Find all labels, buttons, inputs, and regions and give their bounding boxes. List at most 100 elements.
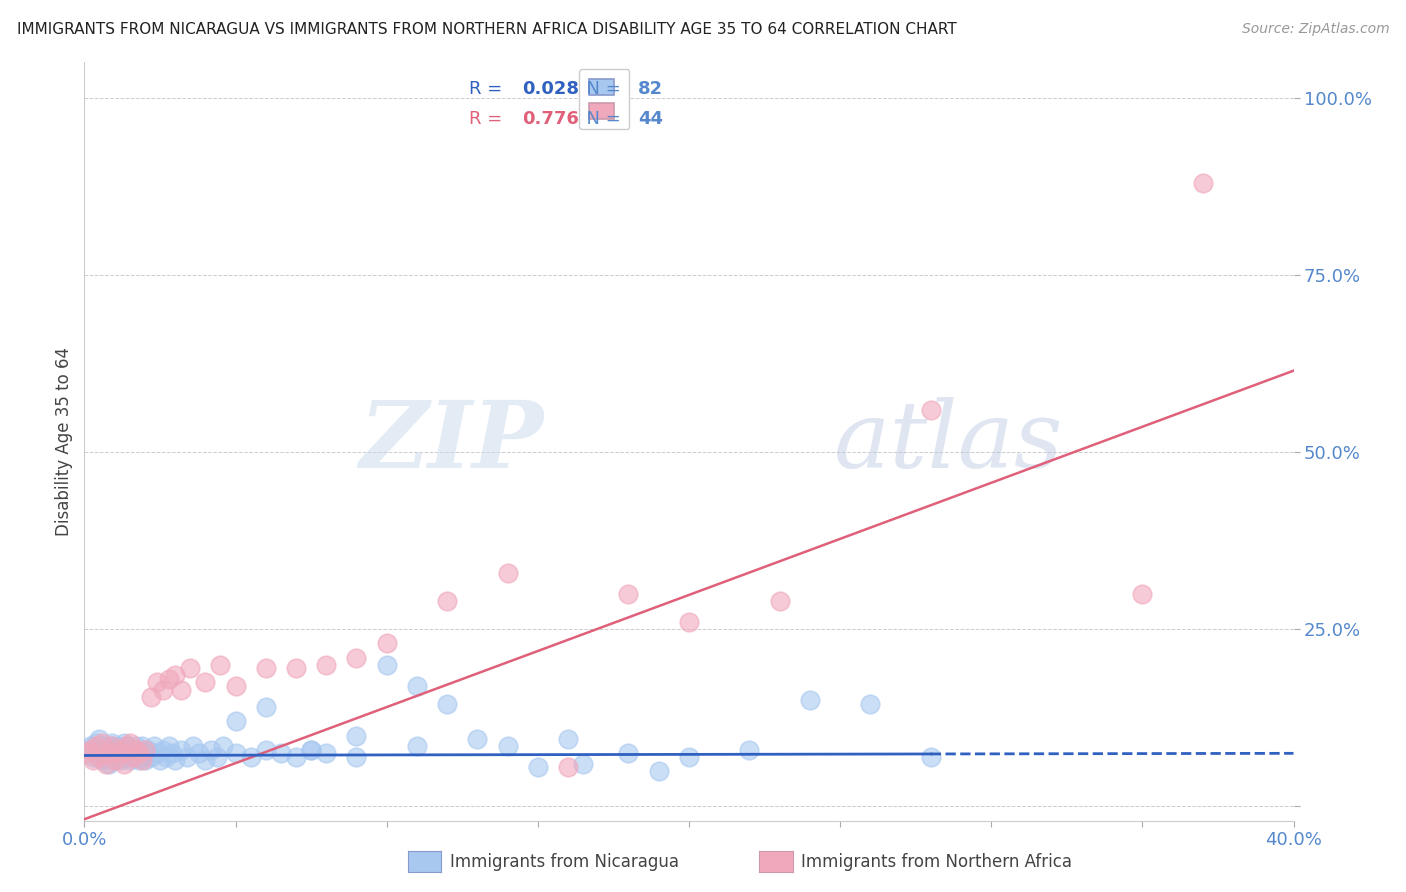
Point [115,739,138,754]
Point [134,753,156,767]
Point [194,675,217,690]
Point [436,697,458,711]
Point [254,743,277,757]
Point [557,732,579,747]
Point [678,750,700,764]
Point [118,747,141,761]
Point [128,747,150,761]
Point [346,729,368,743]
Point [146,675,169,690]
Point [149,753,172,767]
Point [157,672,180,686]
Point [107,743,129,757]
Point [76,747,98,761]
Legend: , : , [579,70,630,128]
Point [738,743,761,757]
Point [97,747,120,761]
Point [181,739,204,754]
Point [176,750,198,764]
Point [527,760,550,774]
Point [617,587,640,601]
Point [107,750,129,764]
Point [270,747,292,761]
Point [107,739,129,754]
Point [142,739,165,754]
Point [136,743,159,757]
Point [678,615,700,630]
Point [146,747,169,761]
Point [97,747,120,761]
Text: ZIP: ZIP [360,397,544,486]
Point [89,732,111,747]
Point [170,743,193,757]
Point [207,750,229,764]
Point [170,682,193,697]
Point [920,750,942,764]
Point [110,747,132,761]
Point [160,747,183,761]
Point [299,743,322,757]
Text: Source: ZipAtlas.com: Source: ZipAtlas.com [1241,22,1389,37]
Point [1192,176,1215,190]
Point [406,679,429,693]
Point [859,697,882,711]
Point [134,747,156,761]
Point [194,753,217,767]
Point [104,743,127,757]
Point [110,747,132,761]
Text: N =: N = [575,110,627,128]
Point [157,739,180,754]
Point [115,739,138,754]
Text: Immigrants from Nicaragua: Immigrants from Nicaragua [450,853,679,871]
Text: Immigrants from Northern Africa: Immigrants from Northern Africa [801,853,1073,871]
Text: 82: 82 [638,80,664,98]
Point [100,739,122,754]
Point [225,714,247,729]
Point [134,743,156,757]
Point [346,650,368,665]
Point [86,739,108,754]
Point [165,668,187,682]
Point [91,743,114,757]
Point [121,750,143,764]
Point [254,661,277,675]
Point [104,753,127,767]
Point [121,750,143,764]
Point [94,750,117,764]
Point [346,750,368,764]
Point [128,743,150,757]
Point [131,750,153,764]
Point [436,594,458,608]
Text: R =: R = [468,110,508,128]
Point [115,750,138,764]
Point [152,682,174,697]
Text: atlas: atlas [834,397,1063,486]
Point [239,750,262,764]
Point [128,753,150,767]
Point [112,756,135,771]
Point [179,661,201,675]
Point [131,753,153,767]
Point [285,750,308,764]
Point [200,743,222,757]
Point [1130,587,1153,601]
Point [121,743,143,757]
Point [100,736,122,750]
Point [82,753,104,767]
Text: 0.776: 0.776 [522,110,579,128]
Point [152,743,174,757]
Point [89,750,111,764]
Point [118,753,141,767]
Point [315,747,337,761]
Point [86,736,108,750]
Point [79,743,101,757]
Point [467,732,489,747]
Point [769,594,792,608]
Point [91,736,114,750]
Point [165,753,187,767]
Point [188,747,211,761]
Point [125,743,148,757]
Text: N =: N = [575,80,627,98]
Point [225,679,247,693]
Point [648,764,671,778]
